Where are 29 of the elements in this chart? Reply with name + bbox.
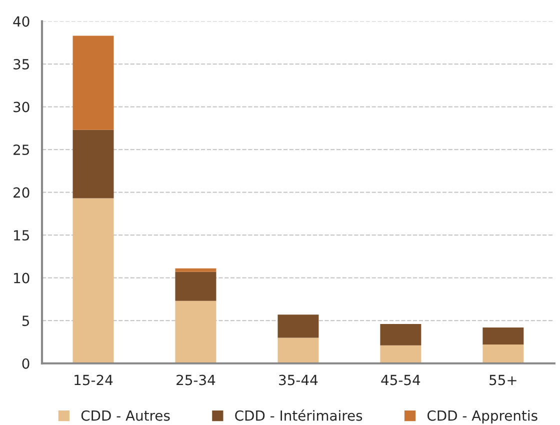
y-tick-label: 5: [22, 316, 29, 326]
legend-label: CDD - Intérimaires: [235, 410, 362, 421]
y-tick-label: 20: [14, 187, 30, 198]
bar: [175, 272, 216, 301]
x-tick-label: 55+: [490, 374, 516, 386]
legend-label: CDD - Apprentis: [427, 410, 538, 424]
bar: [175, 300, 216, 364]
y-tick-label: 10: [14, 272, 30, 284]
x-tick-label: 15-24: [74, 374, 113, 386]
x-tick-label: 35-44: [279, 374, 318, 386]
bar: [482, 327, 524, 345]
y-tick-label: 40: [13, 16, 30, 27]
bar: [482, 344, 524, 364]
bar: [380, 345, 422, 364]
y-tick-label: 0: [22, 358, 30, 369]
y-tick-label: 25: [14, 144, 29, 156]
y-tick-label: 15: [14, 230, 29, 241]
bar: [72, 130, 114, 198]
legend-label: CDD - Autres: [81, 410, 170, 421]
x-tick-label: 45-54: [381, 374, 420, 386]
x-tick-label: 25-34: [176, 374, 216, 386]
bar: [72, 198, 114, 364]
y-tick-label: 30: [14, 102, 30, 112]
bar: [380, 324, 422, 346]
bar: [175, 268, 216, 272]
bar: [278, 314, 319, 338]
bar: [278, 338, 319, 364]
y-tick-label: 35: [14, 58, 29, 70]
bar: [72, 36, 114, 130]
